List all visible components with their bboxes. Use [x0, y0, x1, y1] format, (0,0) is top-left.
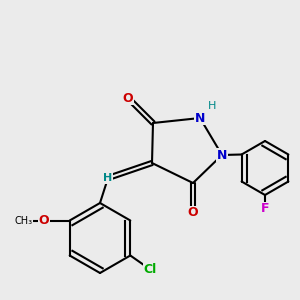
Text: Cl: Cl: [144, 263, 157, 276]
Text: CH₃: CH₃: [15, 215, 33, 226]
Text: H: H: [208, 101, 216, 111]
Text: H: H: [103, 173, 112, 183]
Text: O: O: [188, 206, 198, 220]
Text: N: N: [195, 112, 205, 124]
Text: N: N: [217, 148, 227, 161]
Text: O: O: [123, 92, 133, 104]
Text: F: F: [261, 202, 269, 215]
Text: O: O: [38, 214, 49, 227]
